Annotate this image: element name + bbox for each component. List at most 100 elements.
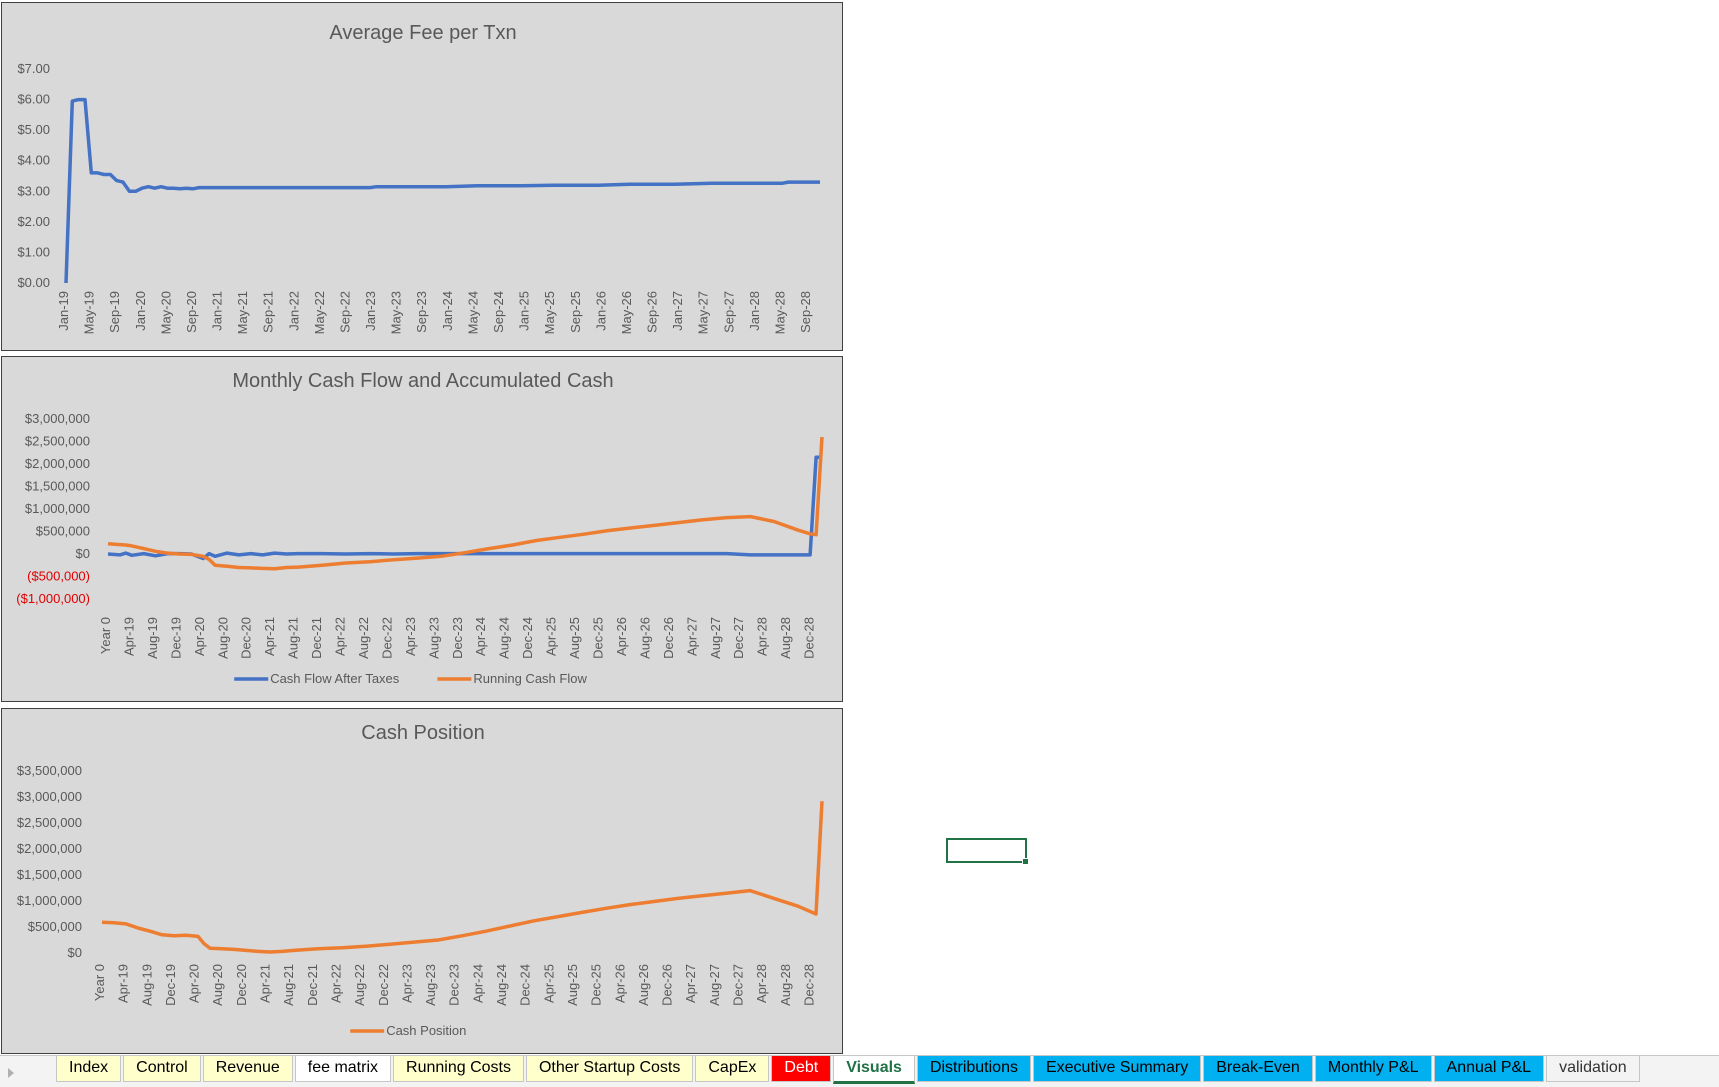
sheet-tabs: Index Control Revenue fee matrix Running Cos…	[56, 1056, 1642, 1084]
chart-average-fee-svg: Average Fee per Txn $0.00 $1.00 $2.00 $3.00 $…	[17, 22, 820, 334]
x-tick-label: Dec-27	[731, 617, 746, 659]
x-tick-label: Dec-21	[305, 964, 320, 1006]
x-tick-label: Dec-24	[520, 617, 535, 659]
x-tick-label: Apr-23	[399, 964, 414, 1003]
series-line-cash-position[interactable]	[101, 801, 824, 954]
chart-average-fee[interactable]: Average Fee per Txn $0.00 $1.00 $2.00 $3.00 $…	[1, 2, 843, 351]
x-tick-label: Jan-19	[56, 291, 71, 331]
x-tick-label: Dec-23	[447, 964, 462, 1006]
sheet-tab-fee-matrix[interactable]: fee matrix	[294, 1056, 392, 1082]
y-tick-label: $2.00	[17, 214, 50, 229]
sheet-tab-annual-p-l[interactable]: Annual P&L	[1433, 1056, 1545, 1082]
sheet-tab-index[interactable]: Index	[56, 1056, 122, 1082]
x-tick-label: Apr-26	[614, 617, 629, 656]
x-tick-label: Aug-24	[497, 617, 512, 659]
x-tick-label: Apr-22	[333, 617, 348, 656]
x-tick-label: Aug-21	[286, 617, 301, 659]
x-tick-label: Aug-19	[139, 964, 154, 1006]
sheet-tab-control[interactable]: Control	[123, 1056, 201, 1082]
x-tick-label: Dec-25	[589, 964, 604, 1006]
x-tick-label: Aug-23	[426, 617, 441, 659]
sheet-tab-running-costs[interactable]: Running Costs	[393, 1056, 524, 1082]
x-tick-label: Dec-19	[168, 617, 183, 659]
chart-cash-flow-svg: Monthly Cash Flow and Accumulated Cash ($…	[16, 370, 824, 686]
x-tick-label: Jan-25	[517, 291, 532, 331]
x-tick-label: May-21	[235, 291, 250, 334]
sheet-tab-other-startup-costs[interactable]: Other Startup Costs	[525, 1056, 694, 1082]
series-line-running-cash-flow[interactable]	[107, 436, 824, 571]
y-tick-label: ($1,000,000)	[16, 591, 90, 606]
fill-handle[interactable]	[1022, 858, 1029, 865]
y-tick-label: $1,500,000	[25, 479, 90, 494]
y-tick-label: $6.00	[17, 92, 50, 107]
sheet-tab-visuals[interactable]: Visuals	[833, 1056, 915, 1084]
x-tick-label: Dec-27	[731, 964, 746, 1006]
y-tick-label: $500,000	[36, 524, 90, 539]
x-tick-label: Year 0	[92, 964, 107, 1001]
x-tick-label: Apr-23	[403, 617, 418, 656]
x-tick-label: Dec-22	[379, 617, 394, 659]
legend-label: Cash Flow After Taxes	[270, 671, 400, 686]
x-tick-label: Apr-28	[754, 964, 769, 1003]
y-tick-label: $2,000,000	[17, 841, 82, 856]
x-tick-label: Apr-20	[192, 617, 207, 656]
x-tick-label: Apr-27	[684, 617, 699, 656]
x-tick-label: Apr-24	[473, 617, 488, 656]
chart-cash-position[interactable]: Cash Position $0 $500,000 $1,000,000 $1,500,…	[1, 708, 843, 1054]
selected-cell[interactable]	[946, 838, 1029, 865]
tab-scroll-right-icon[interactable]	[8, 1068, 14, 1078]
x-tick-label: Jan-22	[286, 291, 301, 331]
x-tick-label: May-27	[696, 291, 711, 334]
y-tick-label: ($500,000)	[27, 569, 90, 584]
x-tick-label: Apr-25	[544, 617, 559, 656]
x-tick-label: Aug-19	[145, 617, 160, 659]
x-tick-label: Sep-22	[337, 291, 352, 333]
x-tick-label: Apr-25	[541, 964, 556, 1003]
x-tick-label: May-25	[542, 291, 557, 334]
sheet-tab-validation[interactable]: validation	[1546, 1056, 1640, 1082]
y-tick-label: $500,000	[28, 919, 82, 934]
sheet-tab-executive-summary[interactable]: Executive Summary	[1032, 1056, 1202, 1082]
sheet-tab-capex[interactable]: CapEx	[695, 1056, 770, 1082]
x-tick-label: Aug-20	[215, 617, 230, 659]
y-tick-label: $1.00	[17, 244, 50, 259]
sheet-tab-break-even[interactable]: Break-Even	[1203, 1056, 1313, 1082]
series-line-cash-flow-after-taxes[interactable]	[107, 455, 822, 561]
x-tick-label: Sep-24	[491, 291, 506, 333]
x-tick-label: Dec-28	[801, 964, 816, 1006]
y-tick-label: $0.00	[17, 275, 50, 290]
y-tick-label: $2,500,000	[25, 434, 90, 449]
x-tick-label: Aug-25	[565, 964, 580, 1006]
x-tick-label: Dec-20	[239, 617, 254, 659]
x-tick-label: Dec-21	[309, 617, 324, 659]
y-tick-label: $1,000,000	[17, 893, 82, 908]
x-tick-label: Dec-20	[234, 964, 249, 1006]
x-tick-label: Aug-20	[210, 964, 225, 1006]
sheet-tab-debt[interactable]: Debt	[771, 1056, 832, 1082]
chart-cash-flow[interactable]: Monthly Cash Flow and Accumulated Cash ($…	[1, 356, 843, 702]
chart-title: Average Fee per Txn	[329, 22, 516, 44]
sheet-tab-revenue[interactable]: Revenue	[202, 1056, 293, 1082]
sheet-tab-distributions[interactable]: Distributions	[916, 1056, 1031, 1082]
x-tick-label: Sep-23	[414, 291, 429, 333]
x-tick-label: Apr-22	[328, 964, 343, 1003]
y-tick-label: $5.00	[17, 122, 50, 137]
x-tick-label: Aug-21	[281, 964, 296, 1006]
x-tick-label: Dec-25	[591, 617, 606, 659]
x-tick-label: Dec-22	[376, 964, 391, 1006]
x-tick-label: May-28	[772, 291, 787, 334]
y-tick-label: $3,000,000	[25, 411, 90, 426]
y-tick-label: $4.00	[17, 153, 50, 168]
sheet-tab-bar: Index Control Revenue fee matrix Running Cos…	[0, 1055, 1719, 1087]
x-tick-label: Jan-20	[133, 291, 148, 331]
x-tick-label: Dec-23	[450, 617, 465, 659]
x-tick-label: Sep-21	[261, 291, 276, 333]
x-tick-label: Apr-27	[683, 964, 698, 1003]
x-tick-label: May-23	[389, 291, 404, 334]
sheet-tab-monthly-p-l[interactable]: Monthly P&L	[1314, 1056, 1432, 1082]
series-line-average-fee[interactable]	[64, 97, 820, 284]
y-tick-label: $2,500,000	[17, 815, 82, 830]
x-tick-label: Dec-28	[802, 617, 817, 659]
x-tick-label: Sep-26	[645, 291, 660, 333]
x-tick-label: Aug-26	[637, 617, 652, 659]
